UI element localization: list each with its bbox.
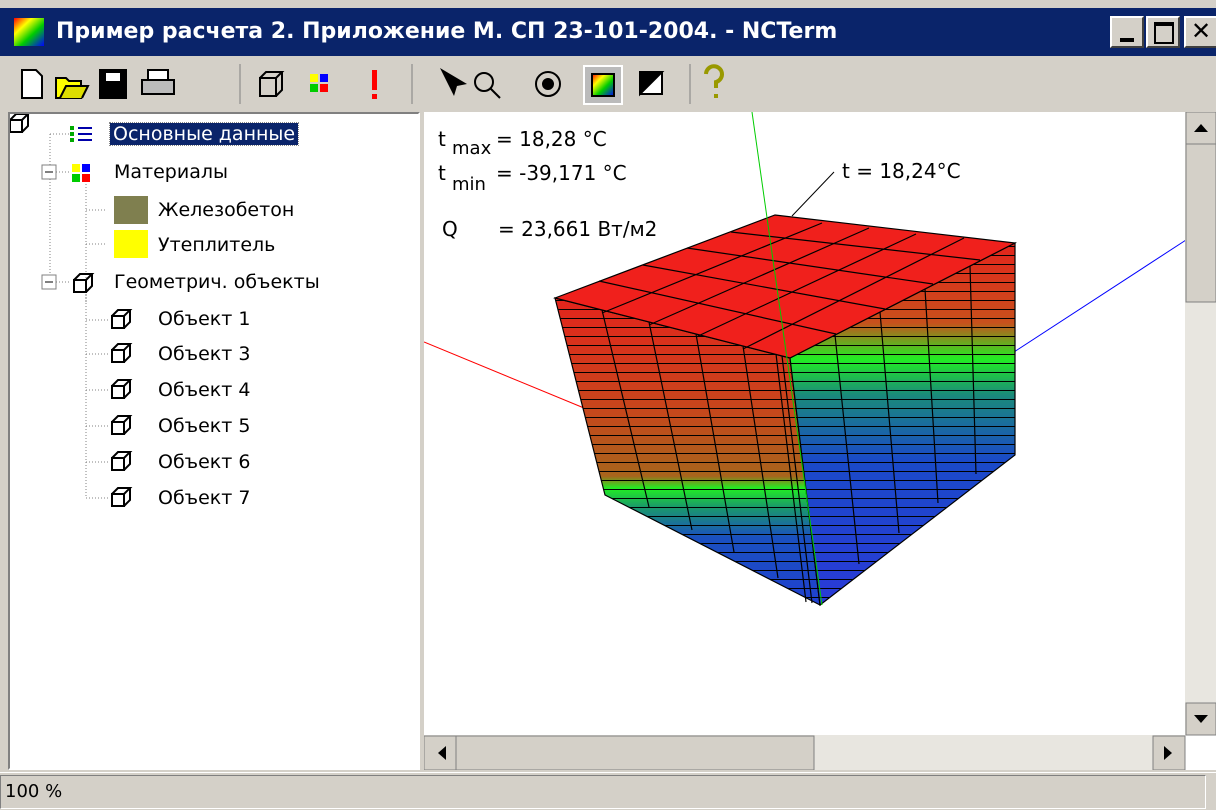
callout-label: t = 18,24°C [842,159,961,183]
vertical-scrollbar[interactable] [1185,112,1216,735]
tree-item[interactable]: Объект 1 [158,304,250,334]
tree-view: Основные данные Материалы Железобетон Ут… [8,112,420,770]
tree-item[interactable]: Объект 3 [158,339,250,369]
toolbar [0,58,1216,110]
toolbar-icons[interactable] [22,66,722,104]
status-bar: 100 % [0,772,1216,810]
tree-item[interactable]: Геометрич. объекты [114,267,320,297]
tree-item-selected[interactable]: Основные данные [110,123,298,145]
tree-item[interactable]: Объект 7 [158,483,250,513]
annotation-symbol: Q [442,217,458,241]
annotation-symbol: t [438,127,446,151]
horizontal-scrollbar[interactable] [424,735,1185,770]
status-zoom: 100 % [0,775,1206,809]
app-icon [14,18,44,46]
material-swatch [114,230,148,258]
annotation-subscript: min [452,174,486,195]
annotation-value: = 23,661 Вт/м2 [498,217,657,241]
window-title: Пример расчета 2. Приложение М. СП 23-10… [56,8,837,56]
minimize-button[interactable] [1110,16,1144,48]
tree-item[interactable]: Утеплитель [158,230,275,260]
tree-item[interactable]: Объект 5 [158,411,250,441]
tree-item[interactable]: Железобетон [158,195,294,225]
maximize-button[interactable] [1146,16,1180,48]
tree-item[interactable]: Объект 6 [158,447,250,477]
annotation-value: = 18,28 °C [496,127,607,151]
material-swatch [114,196,148,224]
tree-item[interactable]: Материалы [114,157,228,187]
viewport[interactable]: t max = 18,28 °C t min = -39,171 °C Q = … [424,112,1216,770]
annotation-subscript: max [452,138,492,159]
tree-item[interactable]: Объект 4 [158,375,250,405]
annotation-value: = -39,171 °C [496,161,627,185]
app-window: Пример расчета 2. Приложение М. СП 23-10… [0,0,1216,809]
annotation-symbol: t [438,161,446,185]
close-button[interactable]: ✕ [1184,16,1216,48]
title-bar: Пример расчета 2. Приложение М. СП 23-10… [0,8,1216,56]
